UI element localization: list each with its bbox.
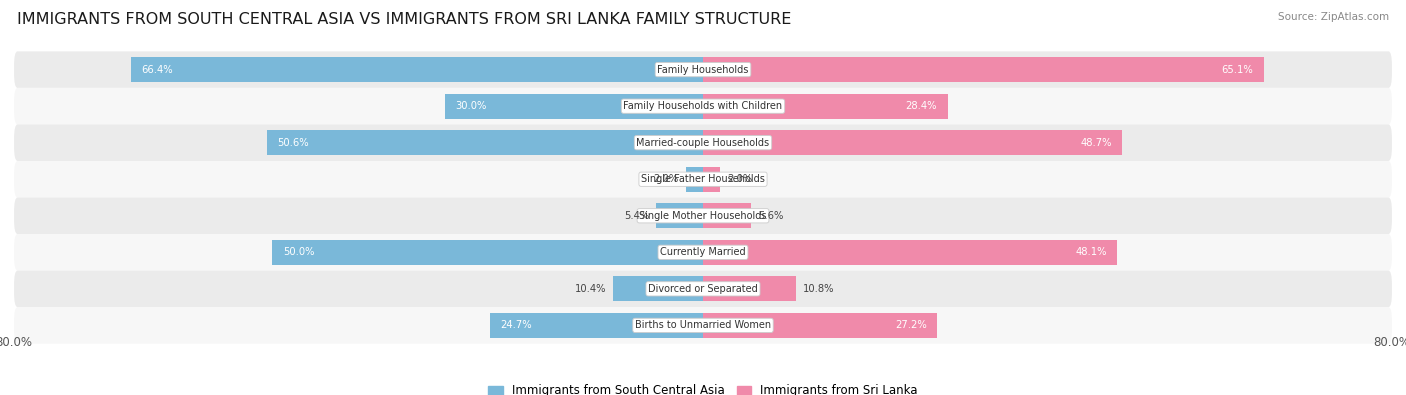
Text: 28.4%: 28.4% bbox=[905, 101, 938, 111]
FancyBboxPatch shape bbox=[14, 124, 1392, 161]
Text: Single Father Households: Single Father Households bbox=[641, 174, 765, 184]
Text: 5.4%: 5.4% bbox=[624, 211, 650, 221]
Text: Source: ZipAtlas.com: Source: ZipAtlas.com bbox=[1278, 12, 1389, 22]
Text: 48.7%: 48.7% bbox=[1081, 138, 1112, 148]
Bar bbox=[444, 94, 703, 118]
Bar bbox=[703, 203, 751, 228]
Text: 10.8%: 10.8% bbox=[803, 284, 834, 294]
Text: 27.2%: 27.2% bbox=[896, 320, 927, 330]
Text: Single Mother Households: Single Mother Households bbox=[640, 211, 766, 221]
FancyBboxPatch shape bbox=[14, 161, 1392, 198]
Bar bbox=[267, 130, 703, 155]
FancyBboxPatch shape bbox=[14, 307, 1392, 344]
Bar bbox=[703, 167, 720, 192]
FancyBboxPatch shape bbox=[14, 234, 1392, 271]
Bar bbox=[703, 276, 796, 301]
Text: 66.4%: 66.4% bbox=[142, 65, 173, 75]
Legend: Immigrants from South Central Asia, Immigrants from Sri Lanka: Immigrants from South Central Asia, Immi… bbox=[484, 380, 922, 395]
Bar bbox=[703, 130, 1122, 155]
Text: Currently Married: Currently Married bbox=[661, 247, 745, 257]
Text: 48.1%: 48.1% bbox=[1076, 247, 1107, 257]
Bar bbox=[703, 57, 1264, 82]
Text: Family Households: Family Households bbox=[658, 65, 748, 75]
Text: 80.0%: 80.0% bbox=[0, 336, 32, 349]
Text: 10.4%: 10.4% bbox=[575, 284, 606, 294]
Bar bbox=[703, 94, 948, 118]
Text: 24.7%: 24.7% bbox=[501, 320, 533, 330]
Text: 5.6%: 5.6% bbox=[758, 211, 783, 221]
Text: 50.6%: 50.6% bbox=[277, 138, 309, 148]
FancyBboxPatch shape bbox=[14, 88, 1392, 124]
Bar bbox=[491, 313, 703, 338]
FancyBboxPatch shape bbox=[14, 198, 1392, 234]
FancyBboxPatch shape bbox=[14, 271, 1392, 307]
Text: Family Households with Children: Family Households with Children bbox=[623, 101, 783, 111]
Text: 2.0%: 2.0% bbox=[727, 174, 752, 184]
Text: Births to Unmarried Women: Births to Unmarried Women bbox=[636, 320, 770, 330]
Text: IMMIGRANTS FROM SOUTH CENTRAL ASIA VS IMMIGRANTS FROM SRI LANKA FAMILY STRUCTURE: IMMIGRANTS FROM SOUTH CENTRAL ASIA VS IM… bbox=[17, 12, 792, 27]
Text: 30.0%: 30.0% bbox=[456, 101, 486, 111]
Bar bbox=[273, 240, 703, 265]
Bar bbox=[686, 167, 703, 192]
Bar bbox=[657, 203, 703, 228]
Bar bbox=[703, 240, 1118, 265]
Text: 65.1%: 65.1% bbox=[1222, 65, 1253, 75]
Text: 50.0%: 50.0% bbox=[283, 247, 315, 257]
Bar bbox=[613, 276, 703, 301]
Bar bbox=[131, 57, 703, 82]
Text: Married-couple Households: Married-couple Households bbox=[637, 138, 769, 148]
FancyBboxPatch shape bbox=[14, 51, 1392, 88]
Text: Divorced or Separated: Divorced or Separated bbox=[648, 284, 758, 294]
Text: 80.0%: 80.0% bbox=[1374, 336, 1406, 349]
Bar bbox=[703, 313, 938, 338]
Text: 2.0%: 2.0% bbox=[654, 174, 679, 184]
